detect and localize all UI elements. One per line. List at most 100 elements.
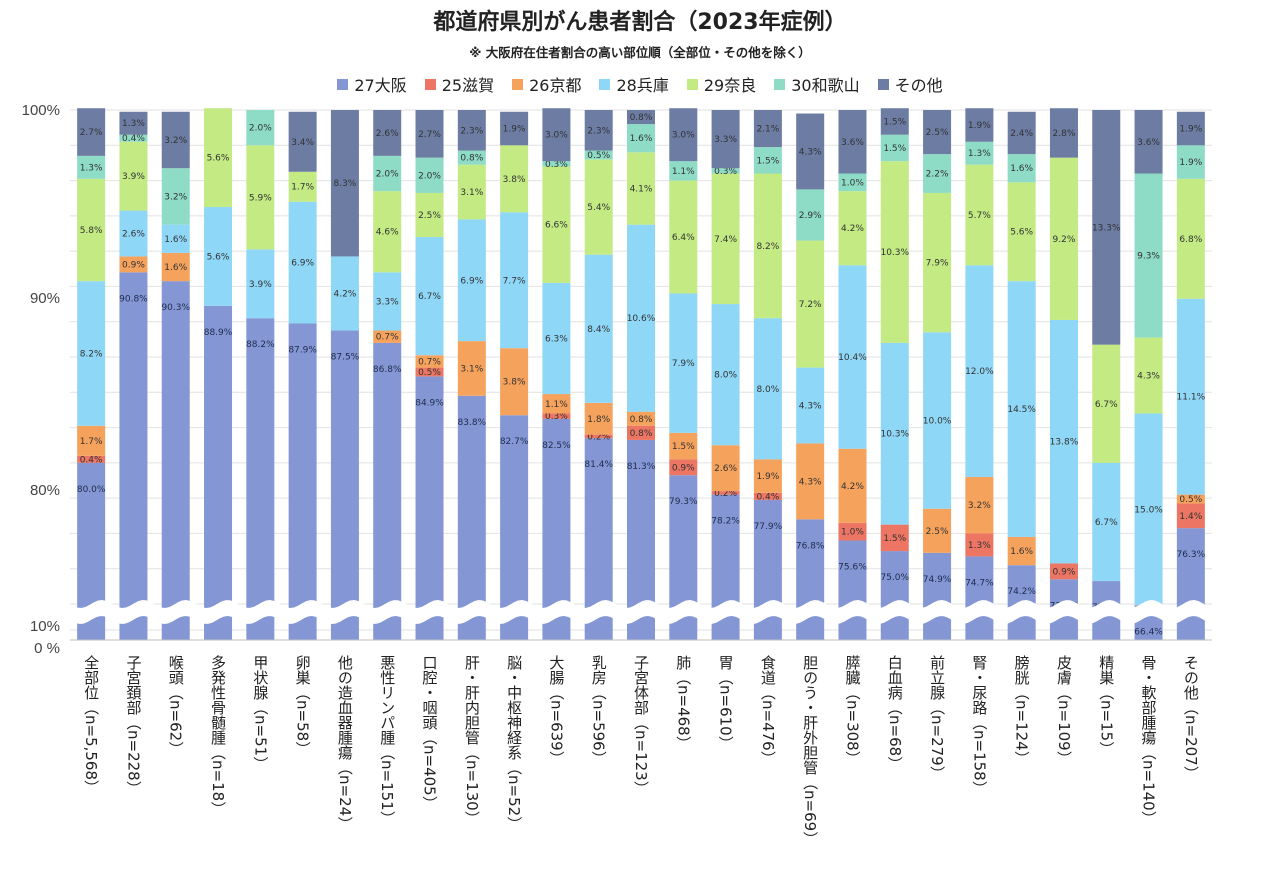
bar-segment	[1007, 182, 1036, 282]
bar-segment	[923, 154, 952, 193]
legend-label: 26京都	[529, 76, 582, 95]
bar-segment	[880, 134, 909, 162]
data-label: 3.9%	[122, 172, 145, 182]
bar-segment	[1176, 298, 1205, 495]
data-label: 2.7%	[418, 130, 441, 140]
data-label: 1.4%	[1179, 512, 1202, 522]
data-label: 86.8%	[373, 365, 402, 375]
data-label: 0.3%	[545, 412, 568, 422]
data-label: 13.3%	[1092, 223, 1121, 233]
x-tick-label: 悪性リンパ腫（n=151）	[378, 655, 396, 826]
data-label: 4.3%	[1137, 372, 1160, 382]
data-label: 6.4%	[672, 233, 695, 243]
data-label: 2.3%	[460, 126, 483, 136]
bar-segment	[627, 152, 655, 225]
data-label: 3.0%	[545, 131, 568, 141]
legend-swatch	[337, 78, 349, 90]
data-label: 4.1%	[630, 185, 653, 195]
bar-segment	[838, 110, 867, 174]
legend-item: 30和歌山	[774, 72, 860, 96]
data-label: 10.4%	[838, 353, 867, 363]
legend-label: 25滋賀	[441, 76, 495, 95]
data-label: 12.0%	[965, 367, 994, 377]
bar-segment	[119, 111, 148, 135]
legend-item: 27大阪	[337, 72, 407, 96]
bar-segment	[542, 166, 571, 283]
legend-label: 27大阪	[354, 76, 407, 95]
bar-segment	[753, 173, 782, 319]
data-label: 1.9%	[1179, 125, 1202, 135]
data-label: 0.5%	[1179, 495, 1202, 505]
bar-segment	[669, 161, 698, 181]
bar-segment	[838, 540, 867, 640]
bar-segment	[796, 367, 825, 444]
bar-segment	[880, 342, 909, 525]
data-label: 3.6%	[1137, 138, 1160, 148]
bar-segment	[373, 272, 402, 331]
data-label: 3.2%	[164, 192, 187, 202]
data-label: 2.0%	[418, 171, 441, 181]
data-label: 0.4%	[122, 134, 145, 144]
data-label: 1.1%	[672, 167, 695, 177]
y-tick-label: 10%	[30, 618, 60, 635]
bar-segment	[415, 192, 444, 238]
data-label: 2.8%	[1053, 129, 1076, 139]
data-label: 3.6%	[841, 138, 864, 148]
bar-segment	[627, 425, 655, 440]
x-tick-label: 子宮頚部（n=228）	[124, 655, 142, 796]
x-tick-label: 乳房（n=596）	[590, 655, 608, 766]
bar-segment	[1049, 563, 1078, 580]
data-label: 7.2%	[799, 300, 822, 310]
bar-segment	[288, 323, 317, 640]
bar-segment	[1176, 503, 1205, 529]
bar-segment	[415, 367, 444, 377]
bar-segment	[711, 491, 740, 495]
data-label: 9.2%	[1053, 235, 1076, 245]
bar-segment	[500, 348, 529, 416]
data-label: 81.4%	[584, 460, 613, 470]
bar-segment	[796, 240, 825, 368]
legend-label: 29奈良	[703, 76, 757, 95]
data-label: 2.6%	[376, 129, 399, 139]
bar-segment	[923, 552, 952, 640]
data-label: 0.4%	[80, 455, 103, 465]
data-label: 5.6%	[207, 252, 230, 262]
data-label: 2.7%	[80, 128, 103, 138]
data-label: 74.7%	[965, 578, 994, 588]
bar-segment	[923, 332, 952, 509]
data-label: 8.4%	[587, 325, 610, 335]
bar-segment	[415, 376, 444, 640]
bar-segment	[880, 161, 909, 343]
data-label: 83.8%	[458, 418, 487, 428]
data-label: 0.7%	[418, 357, 441, 367]
bar-segment	[1007, 536, 1036, 566]
data-label: 0.3%	[714, 167, 737, 177]
bar-segment	[288, 111, 317, 172]
bar-segment	[500, 111, 529, 146]
bar-segment	[204, 305, 233, 640]
x-tick-label: 腎・尿路（n=158）	[970, 655, 988, 796]
bar-segment	[161, 224, 190, 253]
data-label: 84.9%	[415, 398, 444, 408]
data-label: 2.9%	[799, 211, 822, 221]
bar-segment	[669, 459, 698, 476]
bar-segment	[669, 180, 698, 294]
bar-segment	[161, 111, 190, 169]
data-label: 6.7%	[418, 292, 441, 302]
data-label: 2.6%	[122, 230, 145, 240]
bar-segment	[1134, 413, 1163, 606]
bar-segment	[542, 282, 571, 395]
data-label: 1.6%	[1010, 547, 1033, 557]
data-label: 1.5%	[672, 442, 695, 452]
bar-segment	[1176, 111, 1205, 146]
data-label: 4.3%	[799, 402, 822, 412]
data-label: 2.5%	[926, 128, 949, 138]
data-label: 2.0%	[249, 124, 272, 134]
data-label: 6.6%	[545, 221, 568, 231]
data-label: 3.0%	[672, 131, 695, 141]
legend-swatch	[424, 78, 436, 90]
bar-segment	[965, 476, 994, 534]
data-label: 2.3%	[587, 126, 610, 136]
bar-segment	[796, 189, 825, 241]
x-tick-label: 精巣（n=15）	[1097, 655, 1115, 756]
